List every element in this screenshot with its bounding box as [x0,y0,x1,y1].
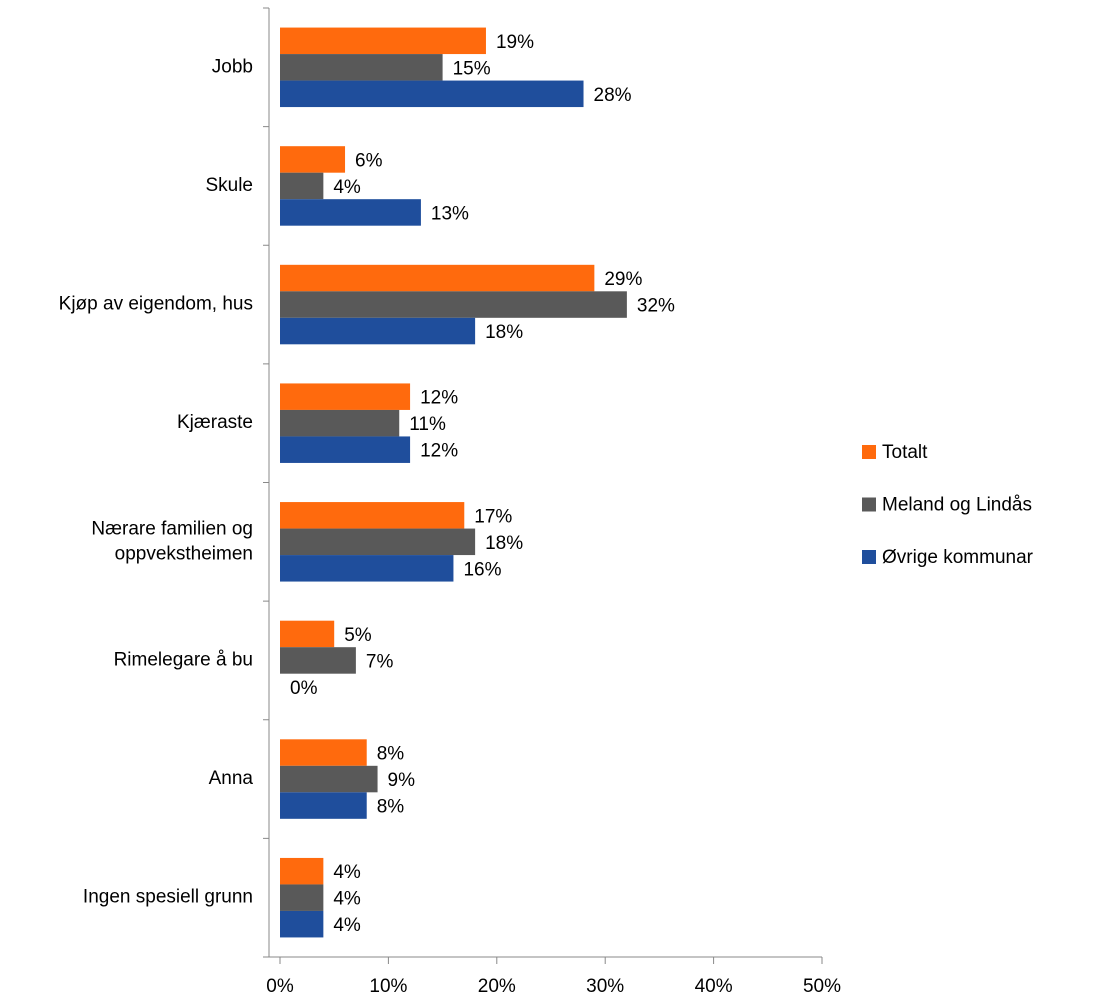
bar [280,884,324,911]
category-label: Jobb [212,56,253,77]
value-label: 5% [344,625,372,646]
value-label: 12% [420,441,458,462]
legend-swatch [862,497,876,512]
value-label: 6% [355,150,383,171]
value-label: 12% [420,388,458,409]
bar [280,528,476,556]
category-label: Kjøp av eigendom, hus [59,294,253,315]
bar [280,620,335,648]
category-label: Ingen spesiell grunn [83,887,253,908]
category-label: Rimelegare å bu [114,649,253,670]
value-label: 29% [604,269,642,290]
value-label: 19% [496,32,534,53]
x-tick-label: 50% [803,976,841,997]
bar [280,857,324,885]
bar [280,54,443,81]
value-label: 4% [333,862,361,883]
legend-label: Meland og Lindås [882,495,1032,516]
value-label: 0% [290,678,318,699]
category-label: Kjæraste [177,412,253,433]
bar [280,291,627,318]
legend-swatch [862,550,876,564]
bar [280,647,356,674]
legend-label: Øvrige kommunar [882,547,1034,568]
value-label: 7% [366,651,394,672]
bar [280,436,411,463]
bar [280,765,378,793]
bar [280,910,324,938]
bar [280,27,486,55]
x-tick-label: 0% [266,976,294,997]
x-tick-label: 30% [586,976,624,997]
x-tick-label: 10% [369,976,407,997]
value-label: 4% [333,177,361,198]
value-label: 4% [333,915,361,936]
bar [280,199,421,226]
bar [280,172,324,200]
value-label: 4% [333,889,361,910]
bar [280,555,454,582]
bar [280,383,411,410]
bar [280,792,367,819]
legend-swatch [862,445,876,459]
bar [280,264,595,292]
category-label: Skule [205,175,253,196]
value-label: 8% [377,797,405,818]
category-label: Nærare familien og oppvekstheimen [91,518,253,564]
value-label: 18% [485,322,523,343]
bar [280,317,476,345]
value-label: 28% [594,85,632,106]
value-label: 13% [431,203,469,224]
value-label: 9% [388,770,416,791]
bar [280,502,465,529]
x-tick-label: 40% [695,976,733,997]
value-label: 32% [637,296,675,317]
category-label: Anna [209,768,254,789]
value-label: 8% [377,744,405,765]
legend-label: Totalt [882,442,928,463]
value-label: 17% [474,506,512,527]
bar [280,739,367,766]
bar [280,80,584,108]
value-label: 16% [463,559,501,580]
value-label: 15% [453,58,491,79]
bar [280,146,346,173]
value-label: 11% [409,414,446,435]
x-tick-label: 20% [478,976,516,997]
bar [280,409,400,437]
value-label: 18% [485,533,523,554]
